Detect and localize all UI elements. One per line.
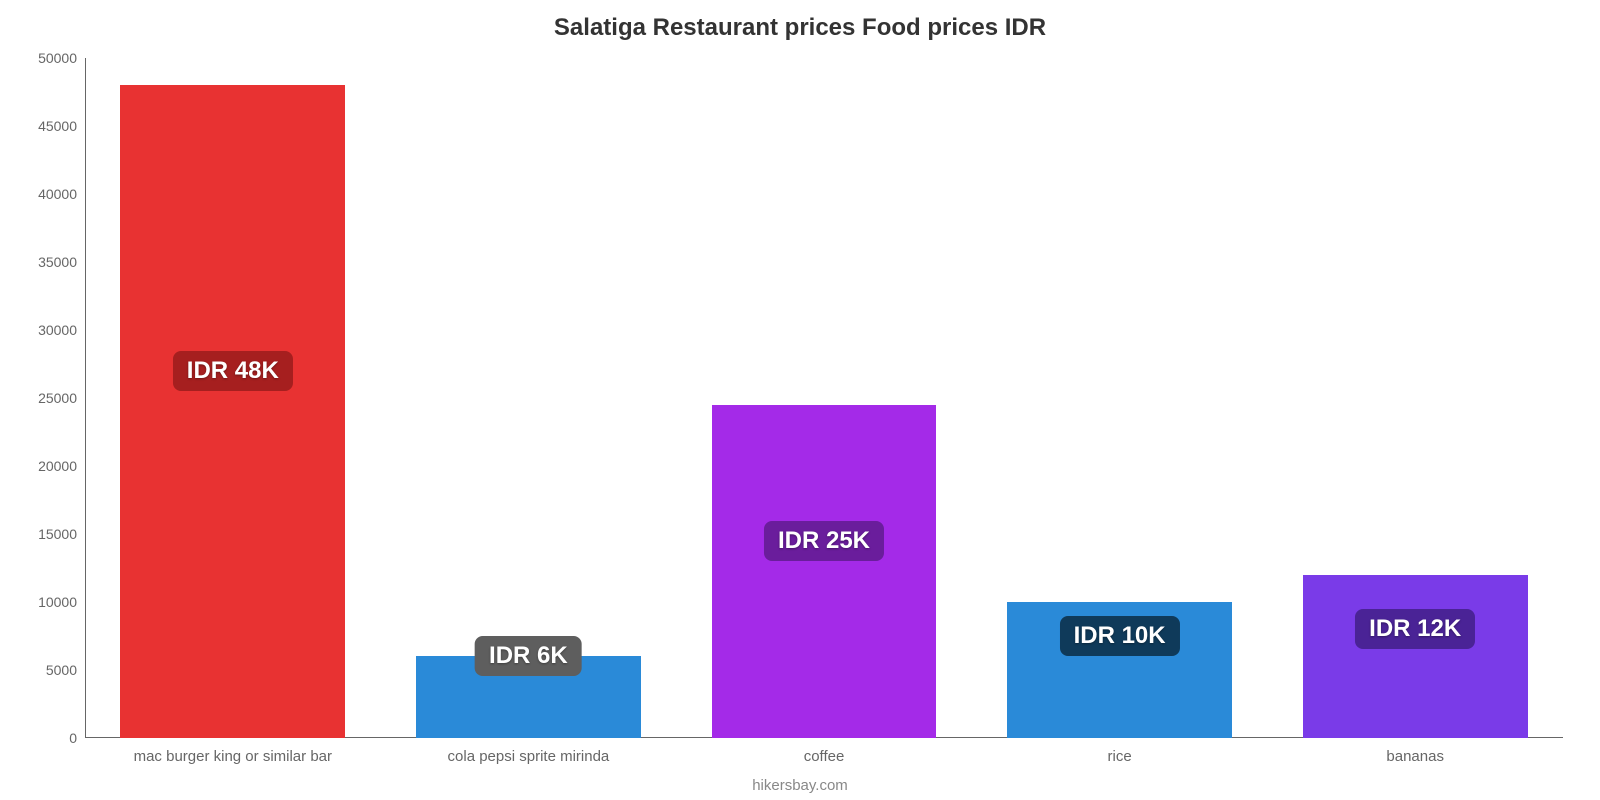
- y-tick-label: 40000: [38, 186, 77, 202]
- y-tick-label: 10000: [38, 594, 77, 610]
- y-tick-label: 50000: [38, 50, 77, 66]
- bar: [1303, 575, 1528, 738]
- chart-title: Salatiga Restaurant prices Food prices I…: [0, 14, 1600, 42]
- y-tick-label: 0: [69, 730, 77, 746]
- attribution-text: hikersbay.com: [0, 777, 1600, 794]
- bar: [712, 405, 937, 738]
- y-tick-label: 30000: [38, 322, 77, 338]
- y-tick-label: 15000: [38, 526, 77, 542]
- y-tick-label: 25000: [38, 390, 77, 406]
- y-tick-label: 5000: [46, 662, 77, 678]
- value-badge: IDR 48K: [173, 351, 293, 391]
- bars-layer: [85, 58, 1563, 738]
- value-badge: IDR 6K: [475, 636, 582, 676]
- x-tick-label: coffee: [804, 748, 845, 765]
- x-tick-label: cola pepsi sprite mirinda: [448, 748, 610, 765]
- y-tick-label: 45000: [38, 118, 77, 134]
- x-tick-label: bananas: [1386, 748, 1444, 765]
- y-tick-label: 35000: [38, 254, 77, 270]
- chart-container: Salatiga Restaurant prices Food prices I…: [0, 0, 1600, 800]
- bar: [120, 85, 345, 738]
- value-badge: IDR 10K: [1060, 616, 1180, 656]
- value-badge: IDR 12K: [1355, 609, 1475, 649]
- y-tick-label: 20000: [38, 458, 77, 474]
- x-tick-label: mac burger king or similar bar: [134, 748, 332, 765]
- plot-area: 0500010000150002000025000300003500040000…: [85, 58, 1563, 738]
- x-tick-label: rice: [1108, 748, 1132, 765]
- value-badge: IDR 25K: [764, 521, 884, 561]
